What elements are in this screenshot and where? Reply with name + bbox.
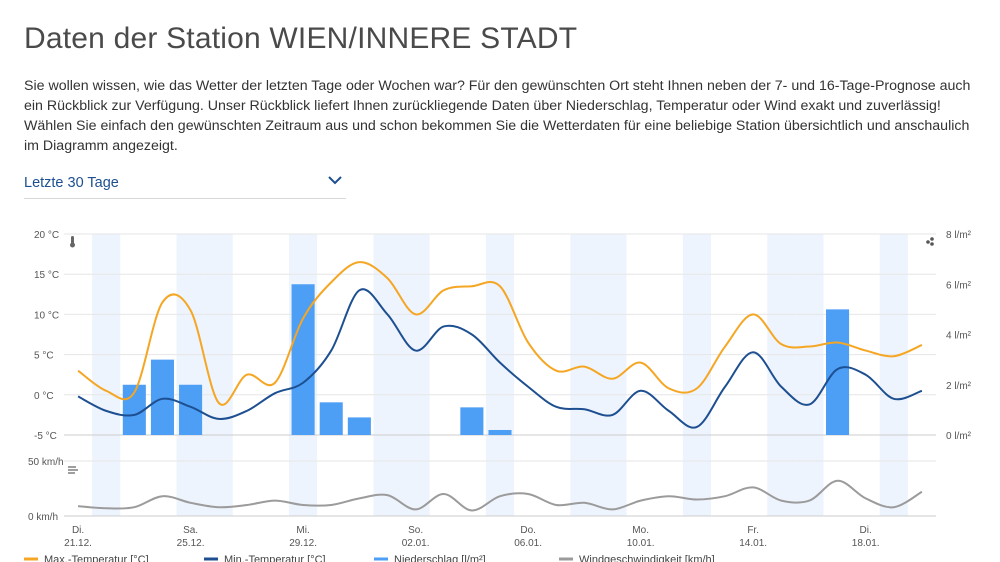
wind-tick-label: 0 km/h — [28, 512, 58, 523]
x-axis-labels: Di. 21.12. Sa. 25.12. Mi. 29.12. So. 02.01. Do. 0… — [64, 525, 879, 549]
x-weekday-label: Mi. — [296, 525, 309, 536]
x-weekday-label: Mo. — [632, 525, 649, 536]
period-dropdown[interactable]: Letzte 30 Tage — [24, 170, 346, 199]
y-right-tick-label: 4 l/m² — [946, 331, 972, 342]
y-left-tick-label: 5 °C — [34, 351, 54, 362]
page-title: Daten der Station WIEN/INNERE STADT — [24, 22, 578, 55]
thermometer-icon — [70, 236, 75, 248]
weekend-band — [570, 234, 599, 516]
precipitation-bar — [179, 384, 203, 435]
y-right-tick-label: 8 l/m² — [946, 230, 972, 241]
precipitation-bar — [291, 284, 315, 435]
y-left-tick-label: 15 °C — [34, 270, 59, 281]
raindrops-icon — [926, 237, 934, 246]
period-dropdown-value: Letzte 30 Tage — [24, 175, 119, 191]
x-weekday-label: Sa. — [183, 525, 198, 536]
axis-labels: 20 °C 15 °C 10 °C 5 °C 0 °C -5 °C 8 l/m² 6 l/m²… — [28, 230, 972, 523]
legend-label: Windgeschwindigkeit [km/h] — [579, 554, 715, 562]
weekend-band — [682, 234, 711, 516]
axis-icons — [68, 236, 934, 474]
precipitation-bar — [488, 429, 512, 435]
y-right-tick-label: 0 l/m² — [946, 431, 972, 442]
legend-label: Niederschlag [l/m²] — [394, 554, 486, 562]
x-weekday-label: Do. — [520, 525, 536, 536]
intro-text: Sie wollen wissen, wie das Wetter der le… — [24, 78, 971, 154]
x-weekday-label: So. — [408, 525, 423, 536]
precipitation-bar — [347, 417, 371, 435]
precipitation-bar — [460, 407, 484, 435]
y-left-tick-label: -5 °C — [34, 431, 57, 442]
y-right-tick-label: 6 l/m² — [946, 280, 972, 291]
weekend-band — [485, 234, 515, 516]
x-date-label: 02.01. — [402, 538, 430, 549]
y-right-tick-label: 2 l/m² — [946, 381, 972, 392]
weekend-band — [879, 234, 908, 516]
min-temperature-line — [77, 288, 923, 429]
x-date-label: 18.01. — [852, 538, 880, 549]
x-date-label: 06.01. — [514, 538, 542, 549]
x-weekday-label: Fr. — [747, 525, 759, 536]
series-lines — [77, 261, 923, 512]
legend-label: Min.-Temperatur [°C] — [224, 554, 326, 562]
precipitation-bar — [319, 402, 343, 435]
x-date-label: 25.12. — [177, 538, 205, 549]
y-left-tick-label: 0 °C — [34, 391, 54, 402]
precipitation-bar — [150, 359, 174, 435]
precipitation-bar — [826, 309, 850, 435]
weekend-band — [373, 234, 402, 516]
wind-tick-label: 50 km/h — [28, 457, 64, 468]
weather-chart: 20 °C 15 °C 10 °C 5 °C 0 °C -5 °C 8 l/m² 6 l/m²… — [24, 230, 972, 562]
max-temperature-line — [77, 261, 923, 406]
x-date-label: 14.01. — [739, 538, 767, 549]
x-weekday-label: Di. — [860, 525, 872, 536]
chevron-down-icon[interactable] — [326, 173, 344, 187]
weekend-band — [401, 234, 430, 516]
weekend-band — [176, 234, 205, 516]
weekend-bands — [92, 234, 908, 516]
x-date-label: 21.12. — [64, 538, 92, 549]
chart-legend: Max.-Temperatur [°C] Min.-Temperatur [°C]… — [24, 554, 715, 562]
weekend-band — [92, 234, 121, 516]
wind-icon — [68, 466, 78, 474]
wind-speed-line — [77, 479, 923, 512]
x-date-label: 10.01. — [627, 538, 655, 549]
y-left-tick-label: 20 °C — [34, 230, 59, 241]
weekend-band — [795, 234, 824, 516]
y-left-tick-label: 10 °C — [34, 310, 59, 321]
x-weekday-label: Di. — [72, 525, 84, 536]
legend-label: Max.-Temperatur [°C] — [44, 554, 149, 562]
x-date-label: 29.12. — [289, 538, 317, 549]
